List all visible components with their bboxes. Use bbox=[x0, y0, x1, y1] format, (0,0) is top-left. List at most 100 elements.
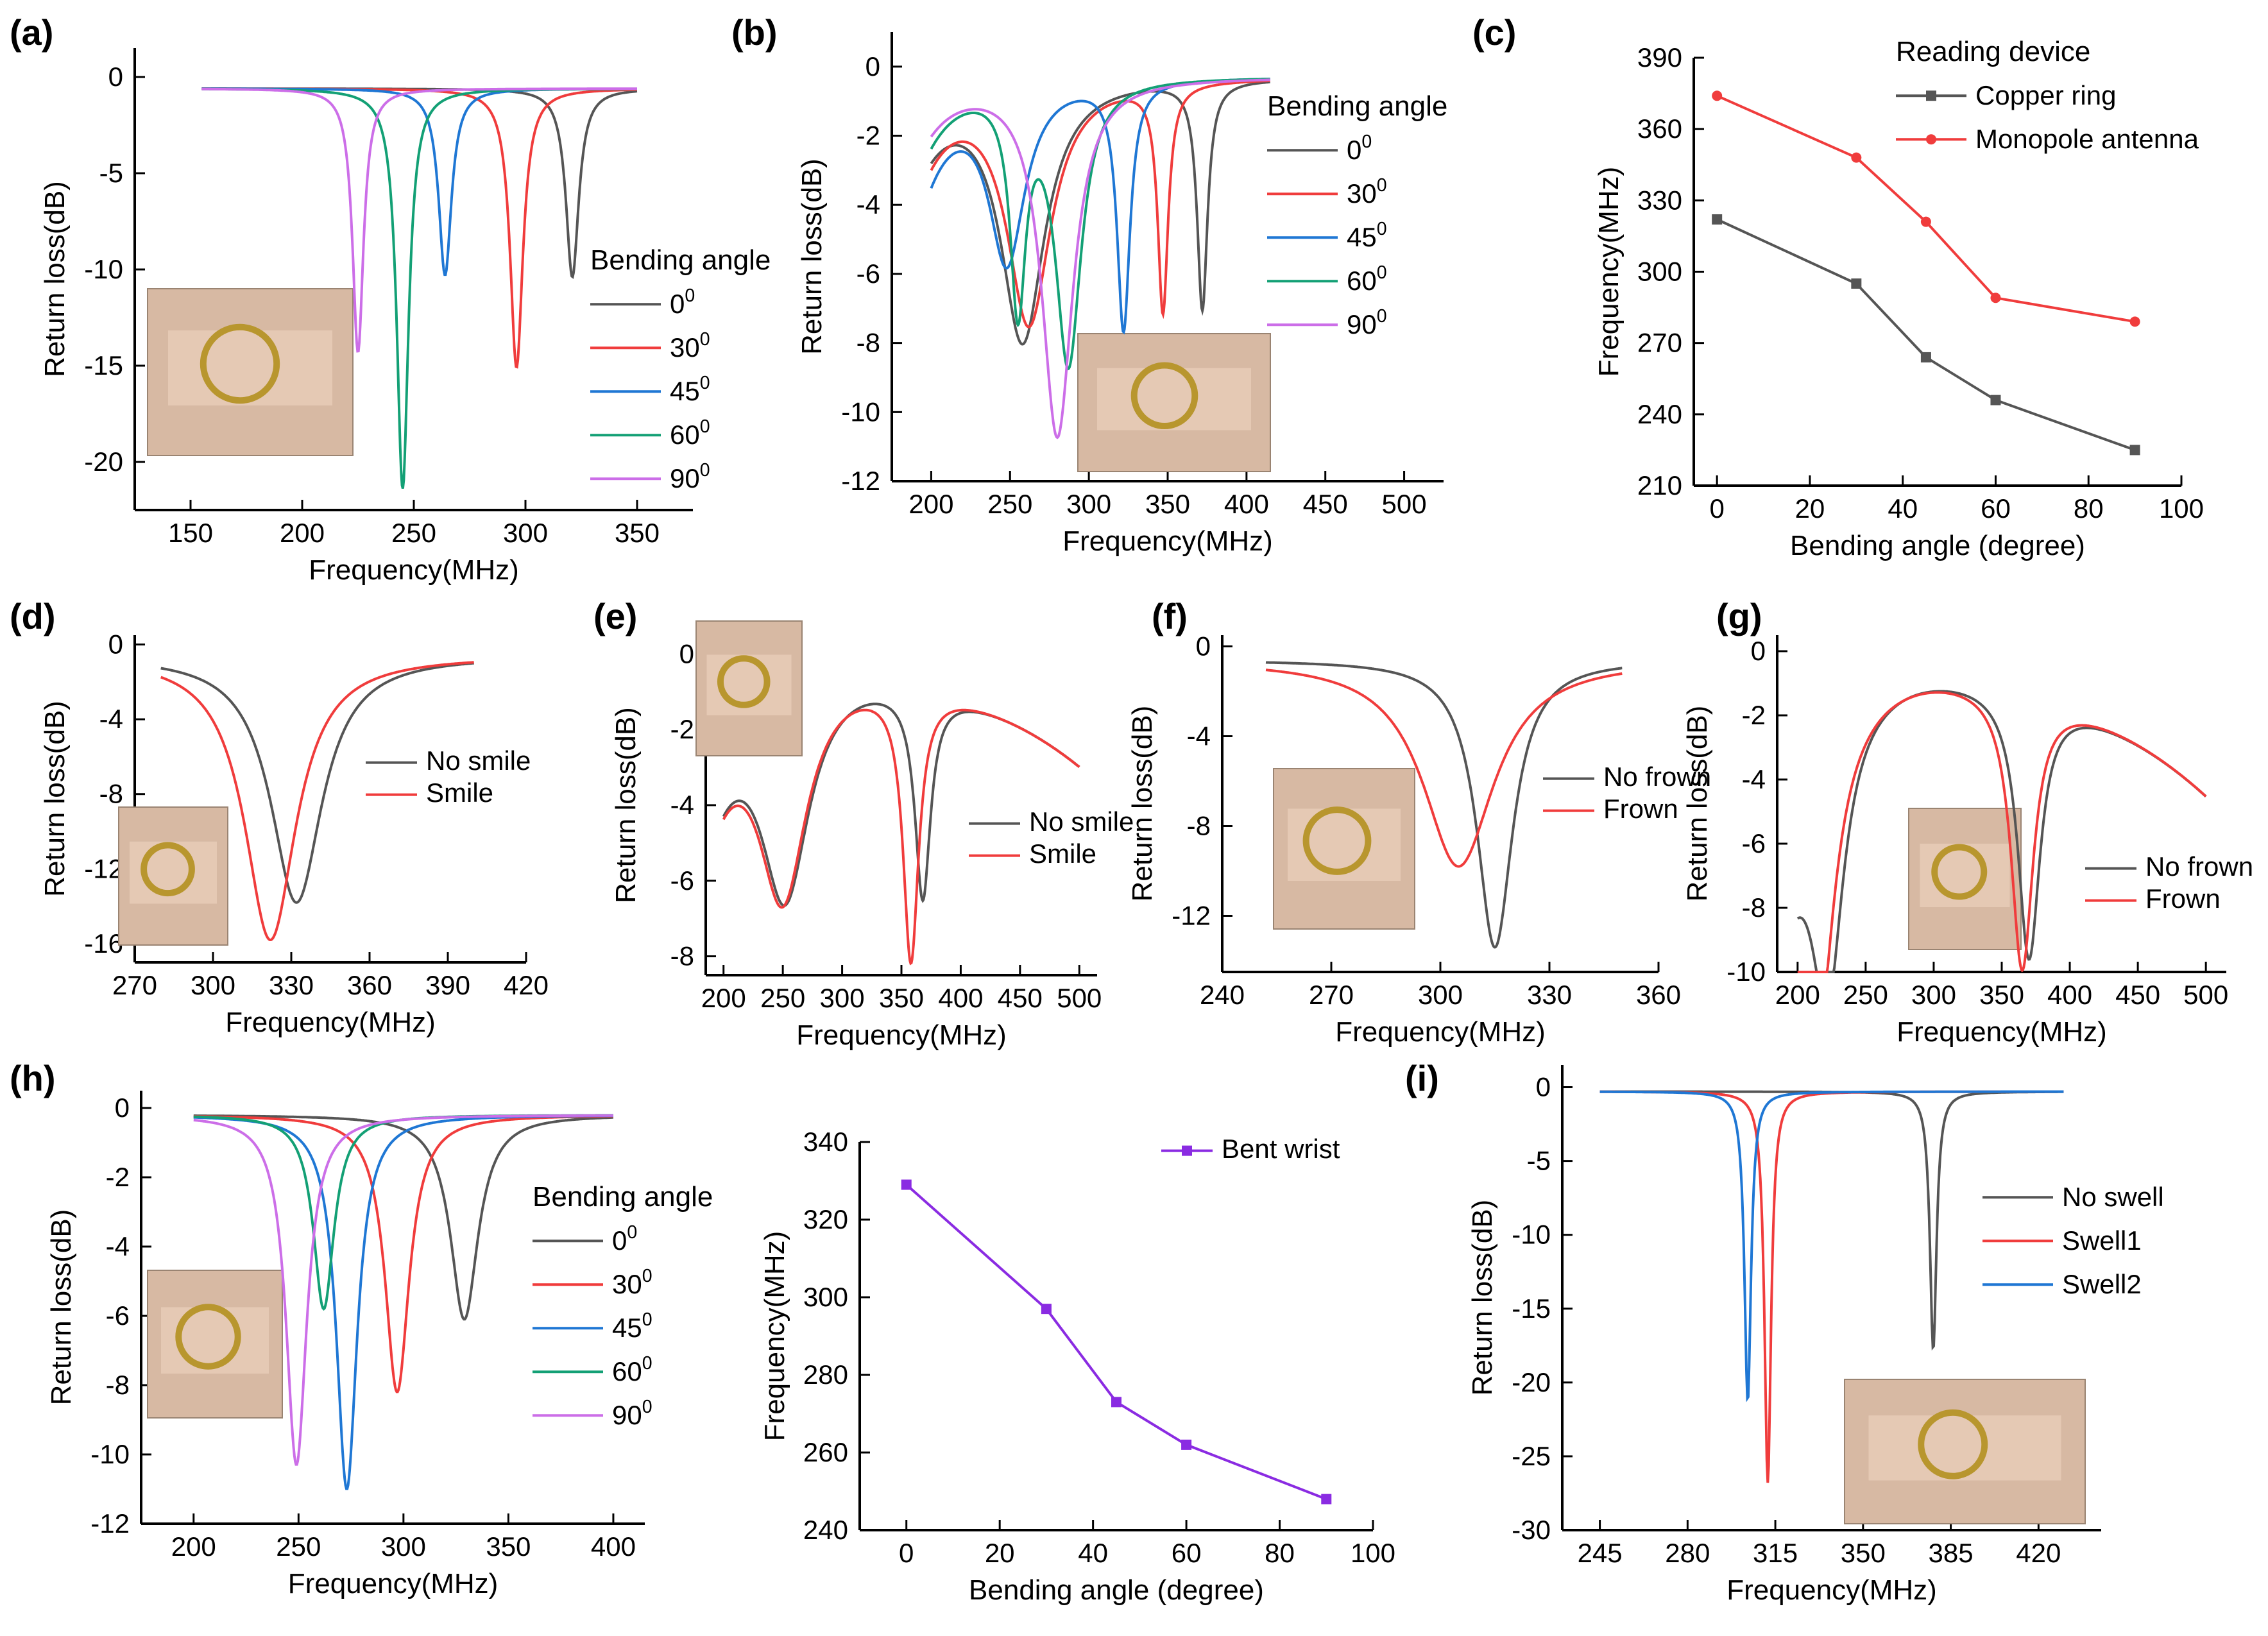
legend-label: Smile bbox=[426, 778, 493, 808]
x-tick-label: 300 bbox=[1911, 980, 1956, 1010]
legend-title: Reading device bbox=[1896, 36, 2090, 67]
panel-a: (a) 150 200 250 300 350 0 -5 -10 -15 -20 Frequency(… bbox=[10, 12, 771, 586]
y-tick-label: -10 bbox=[841, 396, 880, 427]
y-tick-label: -2 bbox=[106, 1162, 130, 1192]
series-line-0 bbox=[201, 87, 638, 279]
series-line-1 bbox=[722, 708, 1080, 966]
panel-b: (b) 200 250 300 350 400 450 500 0 -2 -4 -6 -8 -10 -12 F… bbox=[731, 12, 1447, 557]
x-tick-label: 300 bbox=[381, 1531, 426, 1562]
x-tick-label: 280 bbox=[1665, 1538, 1710, 1568]
x-tick-label: 245 bbox=[1578, 1538, 1623, 1568]
legend-label: 900 bbox=[1347, 306, 1387, 339]
legend-label: 450 bbox=[612, 1309, 652, 1343]
x-tick-label: 330 bbox=[269, 970, 314, 1000]
legend-label: 450 bbox=[1347, 219, 1387, 252]
series-line-0 bbox=[193, 1114, 613, 1321]
y-tick-label: 0 bbox=[1536, 1072, 1551, 1102]
inset-photo bbox=[1908, 808, 2022, 950]
x-tick-label: 200 bbox=[701, 983, 746, 1013]
y-tick-label: 0 bbox=[679, 638, 694, 669]
inset-photo bbox=[1844, 1379, 2086, 1524]
x-axis-label: Frequency(MHz) bbox=[1335, 1016, 1546, 1048]
y-tick-label: -30 bbox=[1512, 1515, 1551, 1545]
data-point bbox=[2129, 445, 2140, 456]
data-point bbox=[1920, 216, 1931, 227]
y-tick-label: -4 bbox=[1187, 721, 1211, 751]
panel-label: (g) bbox=[1716, 596, 1762, 636]
data-point bbox=[1041, 1304, 1052, 1315]
x-tick-label: 200 bbox=[280, 518, 325, 548]
x-tick-label: 390 bbox=[425, 970, 470, 1000]
x-tick-label: 385 bbox=[1929, 1538, 1974, 1568]
inset-photo bbox=[695, 620, 803, 756]
data-point bbox=[1712, 90, 1723, 101]
series-line-0 bbox=[905, 1184, 1327, 1501]
y-tick-label: -8 bbox=[99, 779, 123, 809]
series-line-4 bbox=[193, 1114, 613, 1466]
y-tick-label: 280 bbox=[803, 1359, 848, 1390]
y-tick-label: -25 bbox=[1512, 1441, 1551, 1471]
x-tick-label: 400 bbox=[591, 1531, 636, 1562]
series-line-1 bbox=[1797, 691, 2207, 973]
y-tick-label: -6 bbox=[670, 865, 694, 896]
x-tick-label: 60 bbox=[1172, 1538, 1202, 1568]
y-tick-label: -4 bbox=[857, 189, 880, 219]
legend-label: No smile bbox=[426, 746, 531, 776]
series-line-4 bbox=[930, 78, 1270, 439]
legend-label: 300 bbox=[670, 329, 710, 362]
y-tick-label: 240 bbox=[1637, 399, 1682, 429]
y-tick-label: -8 bbox=[106, 1370, 130, 1400]
x-tick-label: 250 bbox=[987, 489, 1032, 519]
x-tick-label: 20 bbox=[1795, 493, 1825, 524]
x-tick-label: 500 bbox=[2183, 980, 2228, 1010]
x-tick-label: 350 bbox=[615, 518, 660, 548]
legend-title: Bending angle bbox=[590, 244, 771, 276]
series-line-0 bbox=[1265, 661, 1623, 949]
x-tick-label: 350 bbox=[1841, 1538, 1886, 1568]
inset-photo bbox=[1077, 333, 1271, 472]
x-tick-label: 315 bbox=[1753, 1538, 1798, 1568]
x-tick-label: 350 bbox=[1979, 980, 2024, 1010]
panel-d: (d) 270 300 330 360 390 420 0 -4 -8 -12 -16 Frequenc… bbox=[10, 596, 549, 1038]
x-tick-label: 360 bbox=[347, 970, 392, 1000]
x-axis-label: Frequency(MHz) bbox=[1727, 1574, 1937, 1606]
x-tick-label: 0 bbox=[899, 1538, 914, 1568]
x-tick-label: 330 bbox=[1527, 980, 1572, 1010]
series-line-0 bbox=[1599, 1090, 2064, 1351]
inset-photo bbox=[147, 1270, 283, 1419]
legend-marker bbox=[1182, 1145, 1192, 1156]
series-line-0 bbox=[160, 661, 474, 904]
x-tick-label: 250 bbox=[391, 518, 436, 548]
x-tick-label: 100 bbox=[2159, 493, 2204, 524]
legend-marker bbox=[1926, 134, 1936, 145]
y-tick-label: 270 bbox=[1637, 328, 1682, 358]
x-tick-label: 350 bbox=[879, 983, 924, 1013]
data-point bbox=[1712, 214, 1723, 225]
legend-label: 00 bbox=[612, 1222, 637, 1256]
series-line-3 bbox=[930, 78, 1270, 371]
y-tick-label: -2 bbox=[1742, 700, 1766, 730]
panel-f: (f) 240 270 300 330 360 0 -4 -8 -12 Frequency(MHz)… bbox=[1127, 596, 1711, 1048]
legend-label: 300 bbox=[1347, 175, 1387, 209]
x-tick-label: 500 bbox=[1382, 489, 1427, 519]
y-axis-label: Return loss(dB) bbox=[39, 701, 71, 897]
x-tick-label: 300 bbox=[1066, 489, 1111, 519]
x-tick-label: 40 bbox=[1888, 493, 1918, 524]
y-tick-label: -6 bbox=[1742, 828, 1766, 858]
legend-label: No frown bbox=[1603, 762, 1711, 792]
y-tick-label: 360 bbox=[1637, 114, 1682, 144]
data-point bbox=[1990, 293, 2001, 303]
y-axis-label: Return loss(dB) bbox=[1127, 706, 1158, 902]
series-line-1 bbox=[1265, 669, 1623, 868]
y-tick-label: 260 bbox=[803, 1437, 848, 1467]
legend-label: No swell bbox=[2062, 1182, 2164, 1212]
x-axis-label: Frequency(MHz) bbox=[309, 554, 519, 586]
panel-label: (h) bbox=[10, 1058, 56, 1098]
x-tick-label: 240 bbox=[1200, 980, 1245, 1010]
series-line-1 bbox=[160, 661, 474, 942]
x-tick-label: 80 bbox=[1265, 1538, 1295, 1568]
legend-label: 00 bbox=[670, 285, 695, 319]
x-axis-label: Bending angle (degree) bbox=[969, 1574, 1264, 1606]
y-axis-label: Frequency(MHz) bbox=[1593, 167, 1624, 377]
